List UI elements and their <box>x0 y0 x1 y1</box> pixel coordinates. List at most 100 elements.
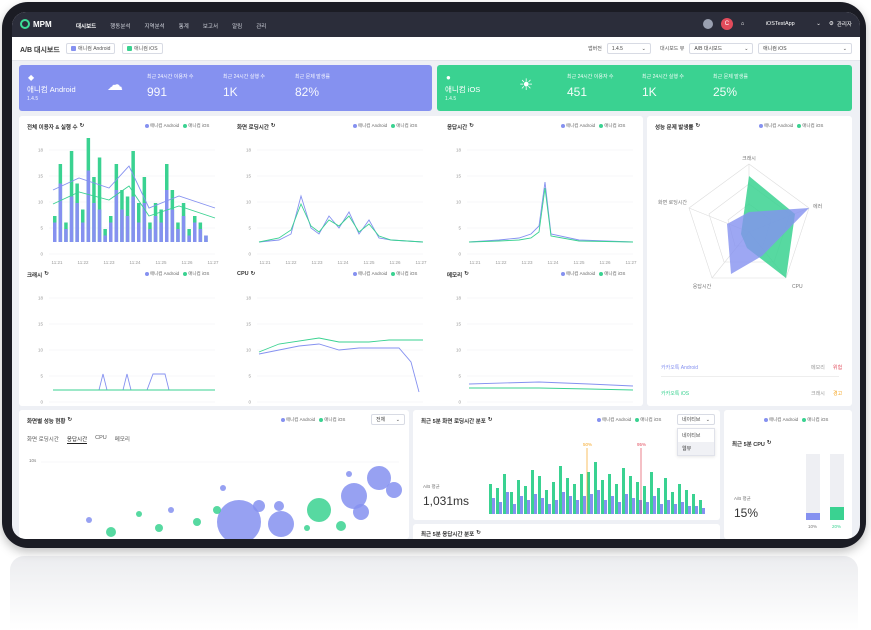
bar-android <box>193 222 197 242</box>
x-tick-label: 11:26 <box>600 260 611 265</box>
bubble-android <box>86 517 92 523</box>
menu-alert[interactable]: 알림 <box>232 24 243 30</box>
menu-region[interactable]: 지역분석 <box>144 24 165 30</box>
hist-bar-android <box>562 492 565 514</box>
app-selector[interactable]: ⌂ iOSTestApp ⌄ <box>741 21 821 27</box>
x-tick-label: 11:27 <box>626 260 637 265</box>
chip-android[interactable]: 애니컴 Android <box>66 43 116 54</box>
hist-bar-ios <box>629 476 632 514</box>
menu-report[interactable]: 보고서 <box>202 24 219 30</box>
x-tick-label: 11:25 <box>364 260 375 265</box>
bar-ios <box>97 157 102 242</box>
hist-bar-ios <box>524 486 527 514</box>
bar-android <box>58 183 63 242</box>
bar-android <box>75 203 79 242</box>
target-select[interactable]: 애니컴 iOS ⌄ <box>758 43 852 54</box>
y-tick-label: 15 <box>38 322 44 327</box>
dashboard-value: A/B 대시보드 <box>694 46 723 52</box>
x-tick-label: 11:21 <box>260 260 271 265</box>
hero-ios[interactable]: ● 애니컴 iOS 1.4.5 ☀ 최근 24시간 이용자 수 451 최근 2… <box>437 65 852 111</box>
hist-bar-android <box>702 508 705 514</box>
y-tick-label: 5 <box>458 226 461 231</box>
bar-android <box>120 209 124 242</box>
hist-bar-android <box>583 496 586 514</box>
y-tick-label: 18 <box>38 296 44 301</box>
hist-bar-android <box>674 504 677 514</box>
app-name: iOSTestApp <box>765 21 795 27</box>
type-option-webview[interactable]: 웹뷰 <box>678 442 714 455</box>
bubble-android <box>217 500 261 539</box>
x-tick-label: 11:22 <box>496 260 507 265</box>
hist-bar-android <box>576 500 579 514</box>
series-line-android <box>468 181 634 243</box>
admin-menu[interactable]: ⚙ 관리자 <box>829 20 852 28</box>
menu-stats[interactable]: 통계 <box>178 24 189 30</box>
hist-bar-ios <box>559 466 562 514</box>
p50-label: 50% <box>583 442 592 447</box>
chip-ios[interactable]: 애니컴 iOS <box>122 43 163 54</box>
bar-android <box>92 203 96 242</box>
bubble-ios <box>136 511 142 517</box>
radar-legend-ios: 카카오톡 iOS <box>661 391 690 397</box>
hist-bar-android <box>625 494 628 514</box>
metrics-panel: 18 15 10 5 0 11:21 11:22 11:23 11:24 11:25 11:26 11… <box>19 116 643 413</box>
bubble-chart <box>41 461 402 539</box>
tab-memory[interactable]: 메모리 <box>114 437 130 443</box>
tab-response[interactable]: 응답시간 <box>66 437 88 444</box>
cpu-bar-ios <box>830 506 844 520</box>
hist-bar-android <box>618 502 621 514</box>
device-reflection <box>10 556 858 630</box>
hist-bar-android <box>569 496 572 514</box>
stat-label: 최근 문제 발생률 <box>295 74 330 80</box>
bar-android <box>159 222 163 242</box>
tab-cpu[interactable]: CPU <box>95 435 107 441</box>
bubble-ios <box>213 506 221 514</box>
type-option-native[interactable]: 네이티브 <box>682 433 701 439</box>
type-select[interactable]: 네이티브 ⌄ <box>677 414 715 425</box>
stat-label: 최근 24시간 이용자 수 <box>567 74 614 80</box>
tab-loading[interactable]: 화면 로딩시간 <box>27 437 59 443</box>
hist-bar-ios <box>650 472 653 514</box>
cpu-bar-track-ios <box>830 454 844 520</box>
dist-avg-label: A/B 평균 <box>423 484 440 489</box>
chart-title-loading: 화면 로딩시간 ↻ <box>237 123 276 131</box>
bar-android <box>198 229 203 242</box>
hist-bar-android <box>534 494 537 514</box>
logo[interactable]: MPM <box>20 19 52 29</box>
menu-behavior[interactable]: 행동분석 <box>110 24 131 30</box>
y-tick-label: 10 <box>456 348 462 353</box>
chart-title-issues: 성능 문제 발생률 ↻ <box>655 123 701 131</box>
menu-dashboard[interactable]: 대시보드 <box>76 24 97 30</box>
version-select[interactable]: 1.4.5 ⌄ <box>606 43 651 54</box>
bubble-ios <box>307 498 331 522</box>
hist-bar-ios <box>538 476 541 514</box>
metrics-charts: 18 15 10 5 0 11:21 11:22 11:23 11:24 11:25 11:26 11… <box>38 138 637 413</box>
series-line-android <box>468 381 634 387</box>
avatar[interactable]: C <box>720 18 733 30</box>
hero-ios-name: 애니컴 iOS <box>445 85 481 94</box>
legend: 애니컴 Android 애니컴 iOS <box>353 271 417 277</box>
series-line-android <box>258 194 424 243</box>
menu-manage[interactable]: 관리 <box>256 24 267 30</box>
bar-android <box>165 190 169 242</box>
hist-bar-android <box>639 500 642 514</box>
hist-bar-ios <box>545 490 548 514</box>
x-tick-label: 11:23 <box>312 260 323 265</box>
cpu5-avg-value: 15% <box>734 506 759 520</box>
hero-android[interactable]: ◆ 애니컴 Android 1.4.5 ☁ 최근 24시간 이용자 수 991 … <box>19 65 432 111</box>
dashboard-select[interactable]: A/B 대시보드 ⌄ <box>689 43 754 54</box>
response-dist-title: 최근 5분 응답시간 분포 ↻ <box>421 530 481 538</box>
hist-bar-android <box>513 504 516 514</box>
hist-bar-android <box>527 500 530 514</box>
bubble-android <box>268 511 294 537</box>
y-tick-label: 10 <box>456 200 462 205</box>
cpu5-title: 최근 5분 CPU ↻ <box>732 440 772 448</box>
version-value: 1.4.5 <box>611 45 623 52</box>
radar-axis-label: CPU <box>792 284 803 290</box>
screen-filter-select[interactable]: 전체 ⌄ <box>371 414 405 425</box>
globe-icon[interactable] <box>702 19 713 29</box>
hist-bar-ios <box>685 490 688 514</box>
distribution-title: 최근 5분 화면 로딩시간 분포 ↻ <box>421 417 493 425</box>
page-title: A/B 대시보드 <box>20 47 60 54</box>
stat-value: 1K <box>642 85 657 99</box>
